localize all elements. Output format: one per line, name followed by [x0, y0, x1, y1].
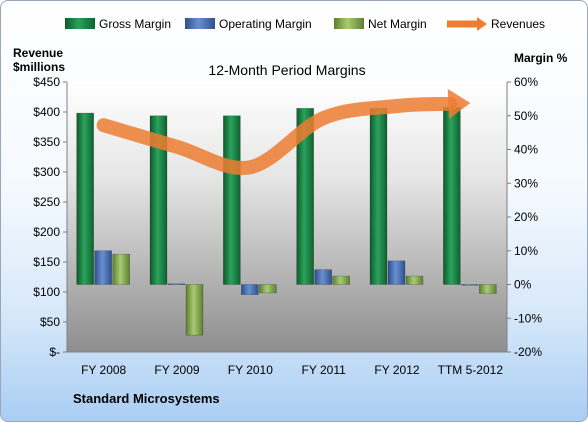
bar-gross-margin-fy-2010: [223, 115, 241, 285]
legend-label-gross-margin: Gross Margin: [99, 17, 171, 31]
left-tick-label: $450: [33, 75, 60, 89]
bar-operating-margin-fy-2012: [387, 260, 406, 285]
category-label-fy-2008: FY 2008: [81, 363, 126, 377]
bar-net-margin-fy-2009: [185, 284, 204, 336]
category-label-ttm-5-2012: TTM 5-2012: [438, 363, 504, 377]
bar-gross-margin-fy-2009: [149, 115, 168, 285]
left-tick-label: $300: [33, 165, 60, 179]
revenues-point-fy-2008: [103, 125, 104, 126]
revenues-line: [96, 96, 458, 175]
left-tick-label: $50: [40, 315, 60, 329]
left-tick-label: $400: [33, 105, 60, 119]
bar-operating-margin-ttm-5-2012: [461, 284, 479, 286]
left-axis-title-line2: $millions: [13, 60, 65, 74]
company-name: Standard Microsystems: [73, 391, 220, 406]
revenues-point-fy-2011: [323, 118, 324, 119]
revenues-point-ttm-5-2012: [470, 103, 471, 104]
legend-swatch-operating-margin: [185, 18, 215, 29]
category-label-fy-2009: FY 2009: [154, 363, 199, 377]
legend-swatch-net-margin: [334, 18, 364, 29]
category-label-fy-2010: FY 2010: [228, 363, 273, 377]
legend-swatch-gross-margin: [65, 18, 95, 29]
bar-gross-margin-fy-2008: [76, 112, 94, 285]
revenues-point-fy-2010: [250, 167, 251, 168]
revenues-point-fy-2012: [397, 106, 398, 107]
legend-label-revenues: Revenues: [491, 17, 545, 31]
category-label-fy-2012: FY 2012: [374, 363, 419, 377]
bar-gross-margin-ttm-5-2012: [443, 107, 461, 285]
plot-area: [67, 82, 507, 352]
left-axis-title-line1: Revenue: [13, 46, 63, 60]
bar-gross-margin-fy-2011: [296, 108, 314, 285]
left-tick-label: $350: [33, 135, 60, 149]
bar-operating-margin-fy-2011: [314, 269, 332, 285]
legend: Gross Margin Operating Margin Net Margin…: [65, 17, 545, 31]
right-tick-label: 30%: [514, 176, 538, 190]
left-tick-label: $-: [49, 345, 60, 359]
right-tick-label: 0%: [514, 278, 532, 292]
bar-operating-margin-fy-2010: [241, 284, 259, 295]
bar-operating-margin-fy-2009: [167, 283, 186, 285]
bar-net-margin-fy-2010: [259, 284, 277, 294]
left-tick-label: $250: [33, 195, 60, 209]
chart-title: 12-Month Period Margins: [208, 62, 365, 78]
bar-net-margin-fy-2012: [405, 275, 424, 285]
bar-net-margin-fy-2011: [332, 275, 350, 285]
right-axis-ticks: -20% -10% 0% 10% 20% 30% 40% 50% 60%: [507, 75, 542, 359]
right-tick-label: -20%: [514, 345, 542, 359]
right-tick-label: 40%: [514, 143, 538, 157]
right-tick-label: 50%: [514, 109, 538, 123]
category-label-fy-2011: FY 2011: [302, 363, 347, 377]
legend-label-operating-margin: Operating Margin: [219, 17, 312, 31]
right-axis-title: Margin %: [514, 51, 568, 65]
right-tick-label: 20%: [514, 210, 538, 224]
revenue-line-layer: [96, 88, 471, 175]
bars: [76, 107, 497, 336]
left-tick-label: $200: [33, 225, 60, 239]
left-tick-label: $150: [33, 255, 60, 269]
legend-arrowhead-revenues: [477, 17, 487, 31]
left-tick-label: $100: [33, 285, 60, 299]
bar-operating-margin-fy-2008: [94, 250, 112, 285]
bar-gross-margin-fy-2012: [369, 108, 388, 285]
right-tick-label: -10%: [514, 311, 542, 325]
right-tick-label: 60%: [514, 75, 538, 89]
revenues-point-fy-2009: [177, 146, 178, 147]
bar-net-margin-fy-2008: [112, 253, 130, 285]
left-axis-ticks: $- $50 $100 $150 $200 $250 $300 $350 $400 $450: [33, 75, 67, 359]
category-labels: FY 2008 FY 2009 FY 2010 FY 2011 FY 2012 TTM 5…: [81, 363, 503, 377]
revenues-arrowhead: [447, 88, 471, 119]
right-tick-label: 10%: [514, 244, 538, 258]
legend-label-net-margin: Net Margin: [368, 17, 427, 31]
bar-net-margin-ttm-5-2012: [479, 284, 497, 294]
